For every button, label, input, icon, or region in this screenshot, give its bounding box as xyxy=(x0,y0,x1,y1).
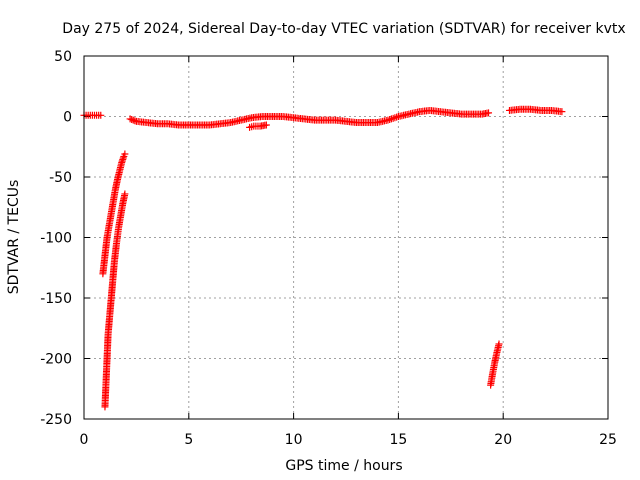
data-point xyxy=(128,116,136,124)
y-tick-label: -100 xyxy=(40,231,72,247)
plot-frame xyxy=(83,55,609,420)
data-point xyxy=(131,117,139,125)
data-point xyxy=(558,108,566,116)
data-point xyxy=(495,340,503,348)
data-point xyxy=(391,114,399,122)
data-point xyxy=(126,115,134,123)
series-early-curve-upper xyxy=(99,150,129,278)
grid xyxy=(84,56,608,419)
y-tick-label: -200 xyxy=(40,352,72,368)
x-tick-label: 25 xyxy=(599,432,617,448)
series-main-band xyxy=(80,105,566,129)
data-point xyxy=(387,115,395,123)
x-axis-label: GPS time / hours xyxy=(285,458,402,474)
data-point xyxy=(389,114,397,122)
chart-title: Day 275 of 2024, Sidereal Day-to-day VTE… xyxy=(62,21,625,37)
data-point xyxy=(485,109,493,117)
data-point xyxy=(97,111,105,119)
data-point xyxy=(384,116,392,124)
series-early-curve-lower xyxy=(101,190,129,411)
data-point xyxy=(129,116,137,124)
y-tick-label: -150 xyxy=(40,291,72,307)
x-tick-label: 15 xyxy=(389,432,407,448)
data-point xyxy=(121,150,129,158)
y-tick-label: -50 xyxy=(49,170,72,186)
series-gap-cluster xyxy=(246,121,270,131)
x-tick-label: 5 xyxy=(184,432,193,448)
data-point xyxy=(262,121,270,129)
x-tick-label: 20 xyxy=(494,432,512,448)
y-axis-label: SDTVAR / TECUs xyxy=(6,180,22,295)
data-point xyxy=(386,116,394,124)
y-tick-label: 50 xyxy=(54,49,72,65)
x-tick-label: 10 xyxy=(285,432,303,448)
y-tick-label: -250 xyxy=(40,412,72,428)
x-tick-label: 0 xyxy=(80,432,89,448)
data-point xyxy=(393,113,401,121)
data-point xyxy=(121,190,129,198)
series-late-segment xyxy=(487,340,503,389)
data-marks xyxy=(80,105,566,411)
y-tick-label: 0 xyxy=(63,110,72,126)
